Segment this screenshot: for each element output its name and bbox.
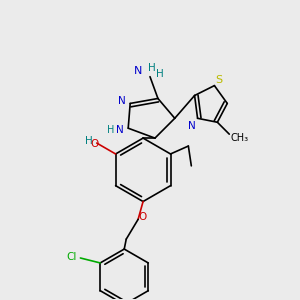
Text: N: N [116, 125, 124, 135]
Text: H: H [107, 125, 114, 135]
Text: O: O [91, 139, 99, 149]
Text: S: S [215, 75, 222, 85]
Text: N: N [188, 121, 196, 131]
Text: O: O [138, 212, 146, 222]
Text: CH₃: CH₃ [230, 133, 248, 143]
Text: N: N [118, 97, 126, 106]
Text: H: H [85, 136, 93, 146]
Text: Cl: Cl [66, 252, 77, 262]
Text: N: N [134, 66, 142, 76]
Text: H: H [156, 69, 164, 79]
Text: H: H [148, 63, 156, 73]
